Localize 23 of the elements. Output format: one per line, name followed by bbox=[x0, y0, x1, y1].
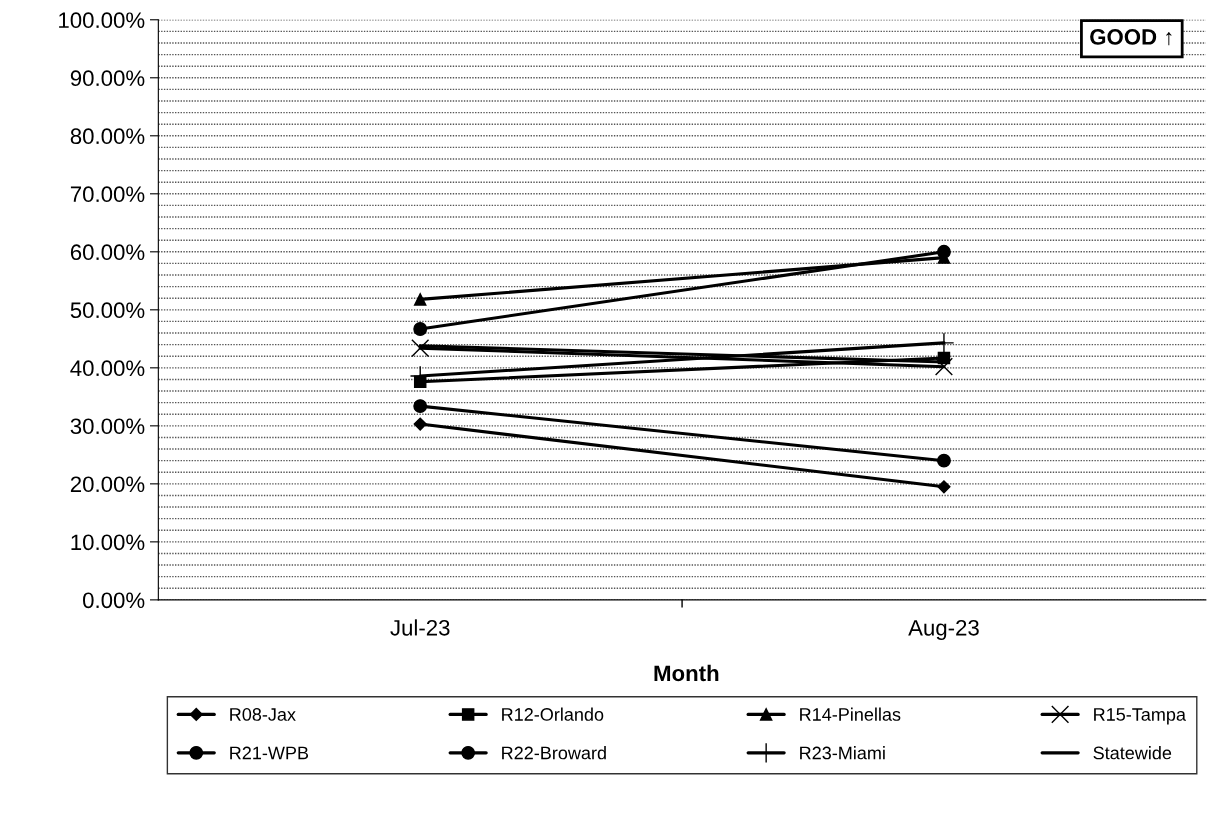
y-tick-label: 60.00% bbox=[70, 244, 145, 261]
legend-label: R23-Miami bbox=[800, 746, 885, 760]
legend-label: R22-Broward bbox=[502, 746, 606, 760]
x-tick-label: Jul-23 bbox=[390, 619, 450, 636]
legend-label: R15-Tampa bbox=[1094, 708, 1186, 725]
y-tick-label: 0.00% bbox=[83, 592, 145, 609]
annotation: GOOD ↑ bbox=[1090, 29, 1172, 46]
y-tick-label: 50.00% bbox=[70, 302, 145, 319]
legend-label: R08-Jax bbox=[230, 708, 296, 721]
y-tick-label: 100.00% bbox=[59, 12, 145, 29]
legend-label: R12-Orlando bbox=[502, 707, 604, 721]
legend-label: Statewide bbox=[1093, 746, 1172, 760]
y-tick-label: 10.00% bbox=[71, 534, 145, 551]
x-tick-label: Aug-23 bbox=[908, 619, 979, 641]
x-axis-title: Month bbox=[654, 664, 719, 682]
y-tick-label: 90.00% bbox=[70, 70, 145, 87]
y-tick-label: 30.00% bbox=[70, 418, 145, 435]
legend-label: R21-WPB bbox=[230, 746, 309, 760]
legend-label: R14-Pinellas bbox=[800, 707, 901, 721]
y-tick-label: 40.00% bbox=[70, 360, 145, 377]
y-tick-label: 20.00% bbox=[70, 476, 145, 493]
y-tick-label: 70.00% bbox=[70, 186, 145, 203]
y-tick-label: 80.00% bbox=[70, 128, 145, 145]
